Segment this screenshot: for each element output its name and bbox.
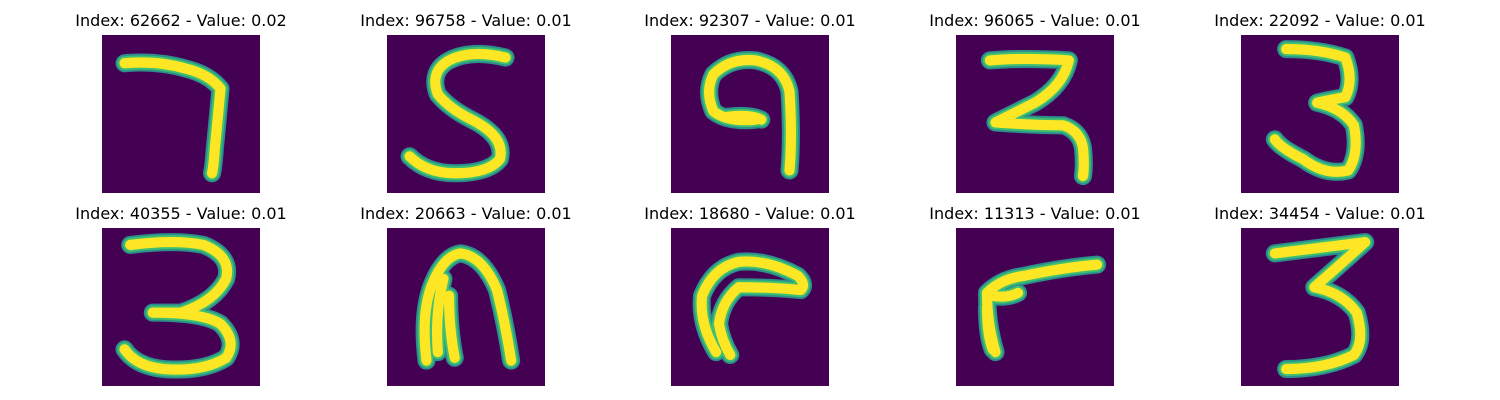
panel-3: Index: 92307 - Value: 0.01: [620, 0, 880, 193]
panel-title: Index: 96758 - Value: 0.01: [360, 11, 572, 30]
panel-7: Index: 20663 - Value: 0.01: [336, 193, 596, 386]
panel-title: Index: 18680 - Value: 0.01: [644, 204, 856, 223]
digit-image: [671, 35, 829, 193]
digit-image: [956, 35, 1114, 193]
panel-title: Index: 20663 - Value: 0.01: [360, 204, 572, 223]
digit-image: [387, 228, 545, 386]
panel-title: Index: 22092 - Value: 0.01: [1214, 11, 1426, 30]
panel-title: Index: 92307 - Value: 0.01: [644, 11, 856, 30]
panel-title: Index: 62662 - Value: 0.02: [75, 11, 287, 30]
panel-10: Index: 34454 - Value: 0.01: [1190, 193, 1450, 386]
panel-title: Index: 34454 - Value: 0.01: [1214, 204, 1426, 223]
panel-1: Index: 62662 - Value: 0.02: [51, 0, 311, 193]
panel-4: Index: 96065 - Value: 0.01: [905, 0, 1165, 193]
panel-8: Index: 18680 - Value: 0.01: [620, 193, 880, 386]
panel-5: Index: 22092 - Value: 0.01: [1190, 0, 1450, 193]
panel-9: Index: 11313 - Value: 0.01: [905, 193, 1165, 386]
panel-title: Index: 40355 - Value: 0.01: [75, 204, 287, 223]
panel-title: Index: 96065 - Value: 0.01: [929, 11, 1141, 30]
digit-image: [1241, 35, 1399, 193]
digit-image: [102, 35, 260, 193]
digit-image: [671, 228, 829, 386]
digit-image: [102, 228, 260, 386]
panel-6: Index: 40355 - Value: 0.01: [51, 193, 311, 386]
digit-image: [956, 228, 1114, 386]
panel-2: Index: 96758 - Value: 0.01: [336, 0, 596, 193]
digit-image: [387, 35, 545, 193]
panel-title: Index: 11313 - Value: 0.01: [929, 204, 1141, 223]
digit-image: [1241, 228, 1399, 386]
